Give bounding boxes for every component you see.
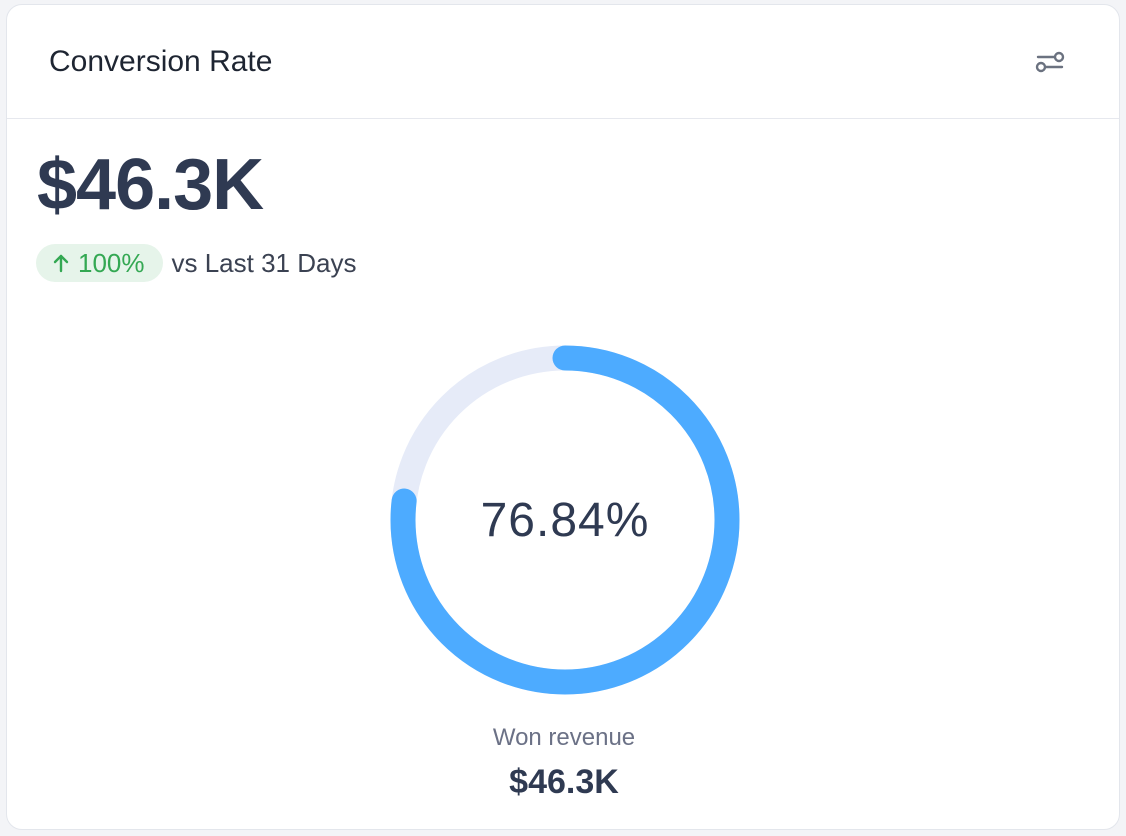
- donut-center-label: 76.84%: [480, 493, 650, 547]
- legend-label: Won revenue: [492, 724, 636, 751]
- filter-button[interactable]: [1029, 43, 1071, 81]
- summary-value: $46.3K: [37, 145, 264, 225]
- trend-badge: 100%: [36, 244, 163, 282]
- legend-value: $46.3K: [509, 763, 619, 801]
- trend-comparison: vs Last 31 Days: [171, 247, 357, 278]
- sliders-icon: [1035, 51, 1065, 73]
- card-header: Conversion Rate: [7, 5, 1119, 119]
- donut-progress: [390, 345, 740, 695]
- conversion-rate-card: Conversion Rate $46.3K: [6, 4, 1120, 830]
- trend-percent: 100%: [78, 247, 145, 278]
- arrow-up-icon: [52, 253, 70, 273]
- card-title: Conversion Rate: [49, 45, 273, 78]
- trend-row: 100% vs Last 31 Days: [36, 243, 356, 283]
- donut-chart: [390, 345, 740, 695]
